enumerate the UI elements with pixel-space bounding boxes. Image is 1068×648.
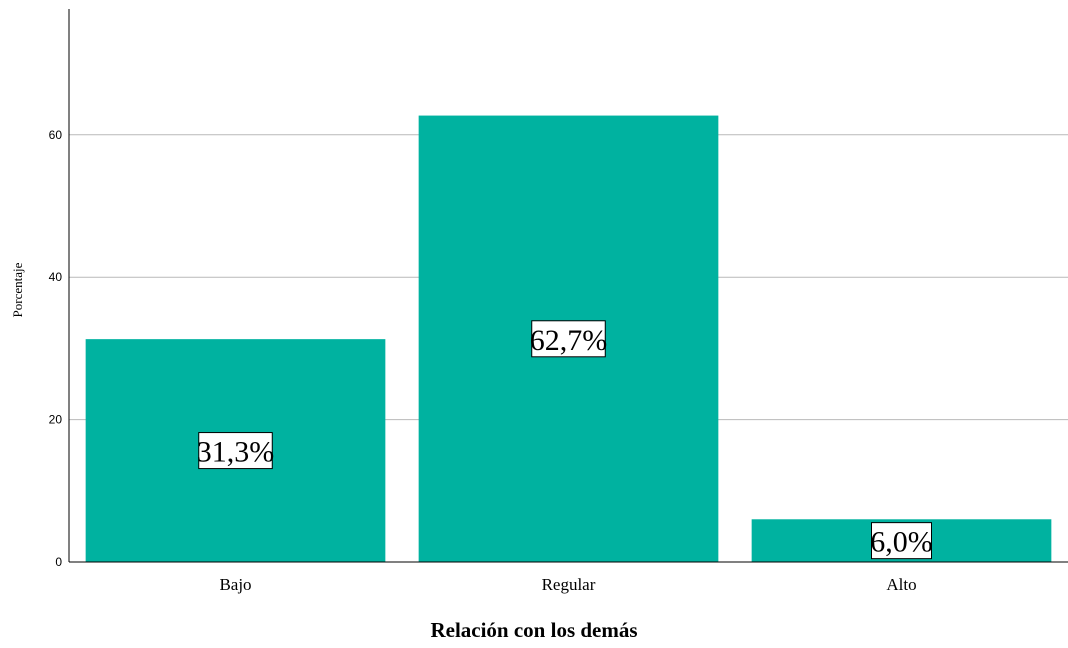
y-axis-title: Porcentaje <box>10 262 25 317</box>
y-tick-label: 0 <box>55 555 62 569</box>
axes <box>68 9 1068 563</box>
y-tick-label: 40 <box>49 270 63 284</box>
x-category-labels: Bajo Regular Alto <box>219 575 916 594</box>
y-tick-labels: 0 20 40 60 <box>49 128 63 569</box>
data-label-text: 6,0% <box>870 526 933 559</box>
y-tick-label: 20 <box>49 413 63 427</box>
data-label-box <box>531 320 606 358</box>
x-axis-title: Relación con los demás <box>430 618 637 642</box>
data-label: 6,0% <box>870 522 933 560</box>
x-category-label: Alto <box>886 575 916 594</box>
data-label-box <box>871 522 932 560</box>
data-label: 31,3% <box>197 432 275 470</box>
x-category-label: Regular <box>542 575 596 594</box>
data-label: 62,7% <box>530 320 608 358</box>
data-labels: 31,3% 62,7% 6,0% <box>197 320 933 560</box>
y-tick-label: 60 <box>49 128 63 142</box>
data-label-text: 62,7% <box>530 324 608 357</box>
data-label-box <box>198 432 273 470</box>
data-label-text: 31,3% <box>197 436 275 469</box>
x-category-label: Bajo <box>219 575 251 594</box>
